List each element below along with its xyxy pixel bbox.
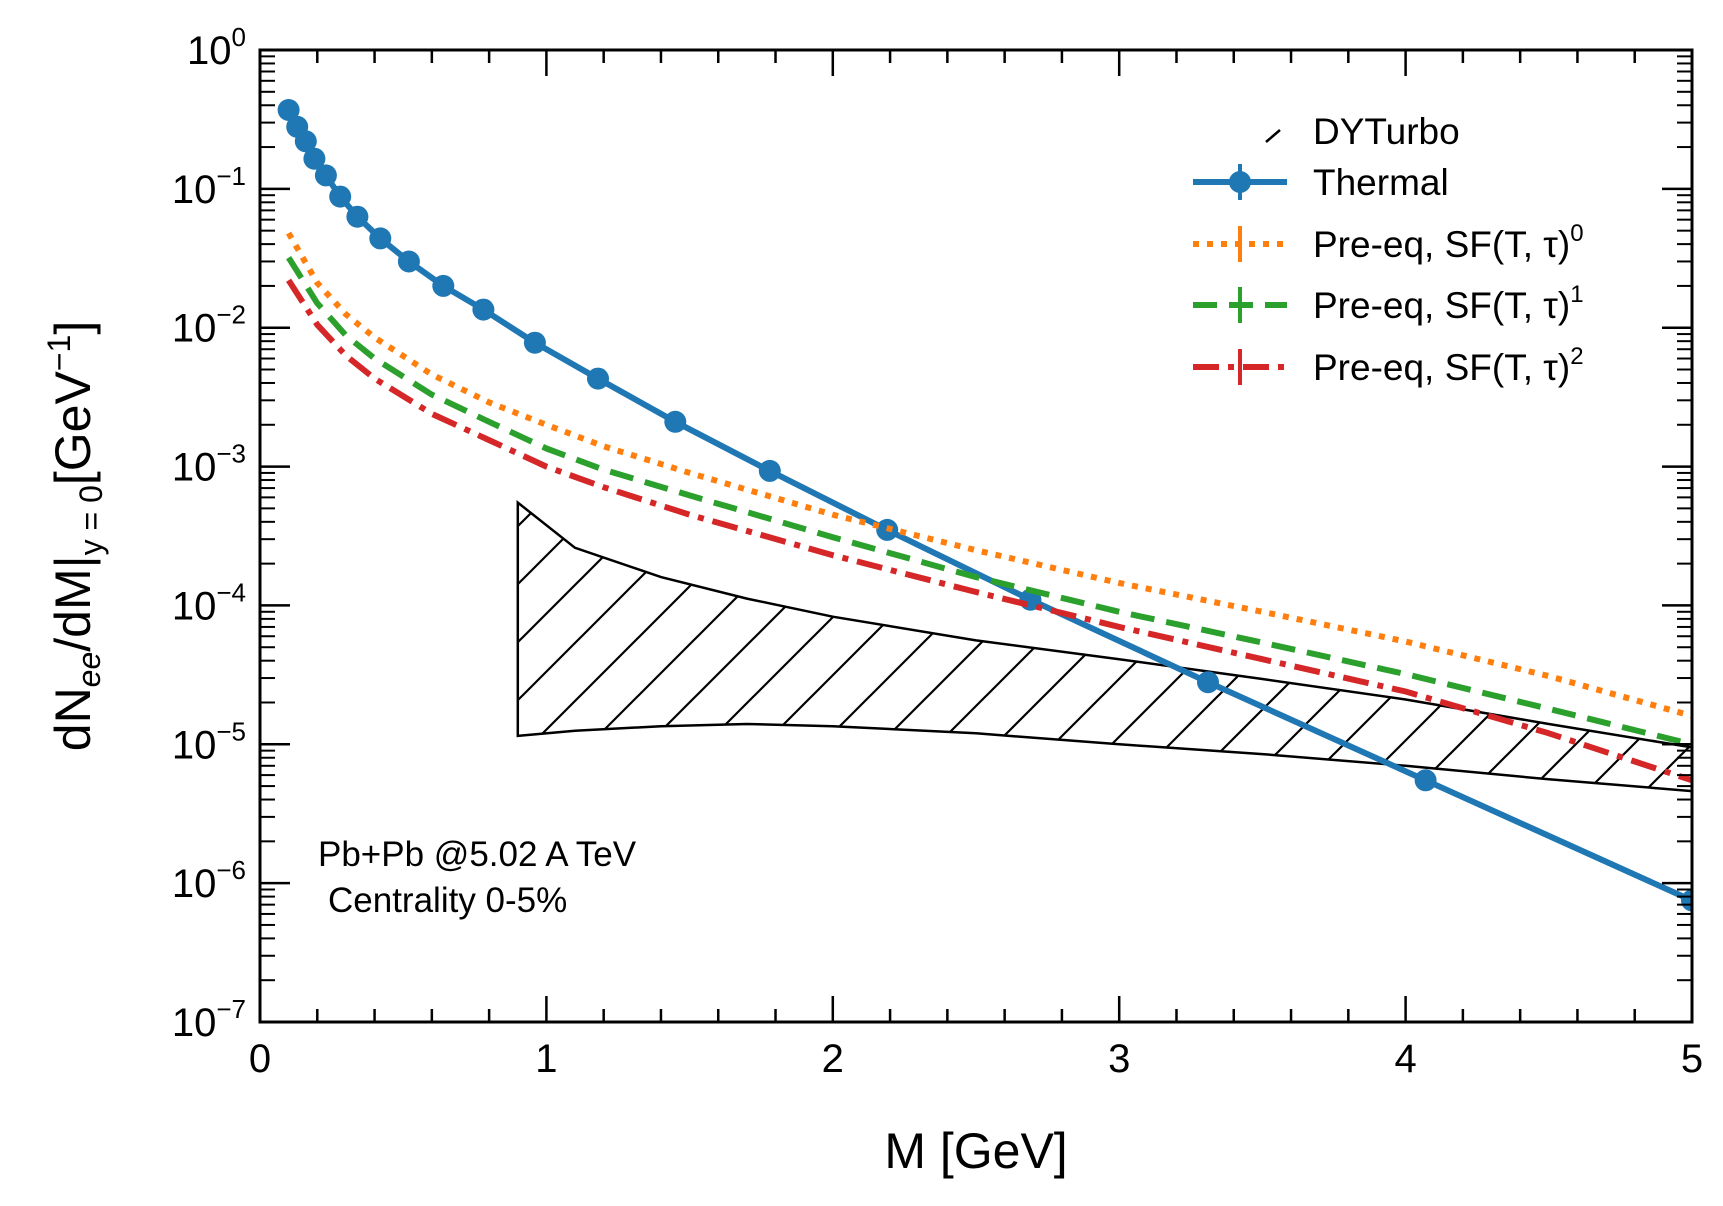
y-tick-label--5: 10−5 [172, 716, 246, 767]
y-tick-label--2: 10−2 [172, 300, 246, 351]
y-tick-label--4: 10−4 [172, 577, 246, 628]
thermal-point-7 [369, 227, 392, 250]
y-tick-label-exp: −2 [216, 300, 246, 330]
legend: DYTurbo Thermal Pre-eq, SF(T, τ)0 Pre-eq… [1193, 111, 1584, 388]
y-tick-label-exp: −3 [216, 439, 246, 469]
legend-sf2-sup: 2 [1570, 343, 1583, 370]
y-tick-label-0: 100 [187, 22, 246, 73]
y-tick-label-base: 10 [187, 29, 232, 73]
x-tick-label-5: 5 [1681, 1037, 1703, 1081]
y-tick-label-exp: −1 [216, 161, 246, 191]
y-title-sub-y: y = 0 [73, 485, 109, 555]
legend-entry-sf1: Pre-eq, SF(T, τ)1 [1193, 281, 1584, 326]
legend-sf2-label: Pre-eq, SF(T, τ)2 [1313, 343, 1584, 388]
y-tick-label-base: 10 [172, 862, 217, 906]
y-tick-label-exp: −7 [216, 994, 246, 1024]
thermal-point-10 [472, 298, 495, 321]
x-axis-title: M [GeV] [884, 1123, 1067, 1179]
x-tick-label-0: 0 [249, 1037, 271, 1081]
thermal-point-4 [314, 164, 337, 187]
legend-sf1-sup: 1 [1570, 281, 1583, 308]
y-tick-label-base: 10 [172, 446, 217, 490]
y-tick-label-base: 10 [172, 723, 217, 767]
x-tick-label-2: 2 [822, 1037, 844, 1081]
legend-entry-dyturbo: DYTurbo [1265, 111, 1460, 152]
thermal-point-5 [329, 185, 352, 208]
thermal-point-8 [397, 250, 420, 273]
y-tick-label-exp: −4 [216, 577, 246, 607]
annotation-line-1: Pb+Pb @5.02 A TeV [318, 835, 637, 874]
legend-sf1-text: Pre-eq, SF(T, τ) [1313, 285, 1570, 326]
plot-frame [258, 48, 1694, 1024]
ticks-layer [258, 48, 1694, 1024]
thermal-point-0 [277, 99, 300, 121]
y-tick-label-exp: −6 [216, 855, 246, 885]
y-tick-label--7: 10−7 [172, 994, 246, 1045]
y-tick-label-base: 10 [172, 307, 217, 351]
sf0-line [285, 231, 1692, 719]
thermal-point-17 [1197, 671, 1219, 694]
thermal-point-18 [1414, 769, 1437, 792]
legend-sf0-text: Pre-eq, SF(T, τ) [1313, 224, 1570, 265]
y-tick-label-exp: 0 [232, 22, 246, 52]
thermal-point-14 [758, 459, 781, 482]
legend-entry-sf2: Pre-eq, SF(T, τ)2 [1193, 343, 1584, 388]
thermal-point-6 [346, 205, 369, 228]
y-tick-label-base: 10 [172, 584, 217, 628]
y-title-part-c: [GeV [45, 371, 101, 486]
y-title-part-b: /dM| [45, 555, 101, 651]
legend-sf0-sup: 0 [1570, 220, 1583, 247]
x-tick-label-4: 4 [1394, 1037, 1416, 1081]
y-title-part-d: ] [45, 321, 101, 335]
y-title-part-a: dN [45, 687, 101, 751]
y-axis-title: dNee/dM|y = 0[GeV−1] [41, 321, 109, 751]
x-tick-label-3: 3 [1108, 1037, 1130, 1081]
y-title-sup: −1 [41, 335, 77, 371]
x-tick-labels: 0 1 2 3 4 5 [249, 1037, 1703, 1081]
y-tick-label-exp: −5 [216, 716, 246, 746]
annotation-line-2: Centrality 0-5% [328, 881, 567, 920]
legend-entry-thermal: Thermal [1193, 162, 1449, 203]
y-tick-label-base: 10 [172, 168, 217, 212]
legend-dyturbo-swatch [1265, 129, 1281, 143]
legend-sf0-label: Pre-eq, SF(T, τ)0 [1313, 220, 1584, 265]
thermal-point-19 [1681, 889, 1692, 912]
y-title-sub-ee: ee [71, 652, 107, 688]
x-tick-label-1: 1 [535, 1037, 557, 1081]
sf1-line [286, 256, 1692, 748]
sf2-line [286, 278, 1692, 784]
legend-sf2-text: Pre-eq, SF(T, τ) [1313, 347, 1570, 388]
y-tick-label--6: 10−6 [172, 855, 246, 906]
dyturbo-band [516, 500, 1692, 793]
y-tick-label-base: 10 [172, 1001, 217, 1045]
plot-area [260, 50, 1692, 1022]
series-layer [277, 99, 1692, 912]
thermal-point-12 [587, 367, 609, 390]
legend-thermal-marker [1229, 171, 1251, 193]
thermal-point-11 [523, 331, 546, 354]
thermal-point-3 [303, 147, 326, 170]
legend-entry-sf0: Pre-eq, SF(T, τ)0 [1193, 220, 1584, 265]
legend-sf1-label: Pre-eq, SF(T, τ)1 [1313, 281, 1584, 326]
legend-thermal-label: Thermal [1313, 162, 1449, 203]
thermal-point-9 [432, 274, 455, 297]
y-tick-label--3: 10−3 [172, 439, 246, 490]
y-tick-label--1: 10−1 [172, 161, 246, 212]
thermal-point-13 [664, 410, 687, 433]
thermal-point-2 [294, 130, 317, 153]
legend-dyturbo-label: DYTurbo [1313, 111, 1460, 152]
